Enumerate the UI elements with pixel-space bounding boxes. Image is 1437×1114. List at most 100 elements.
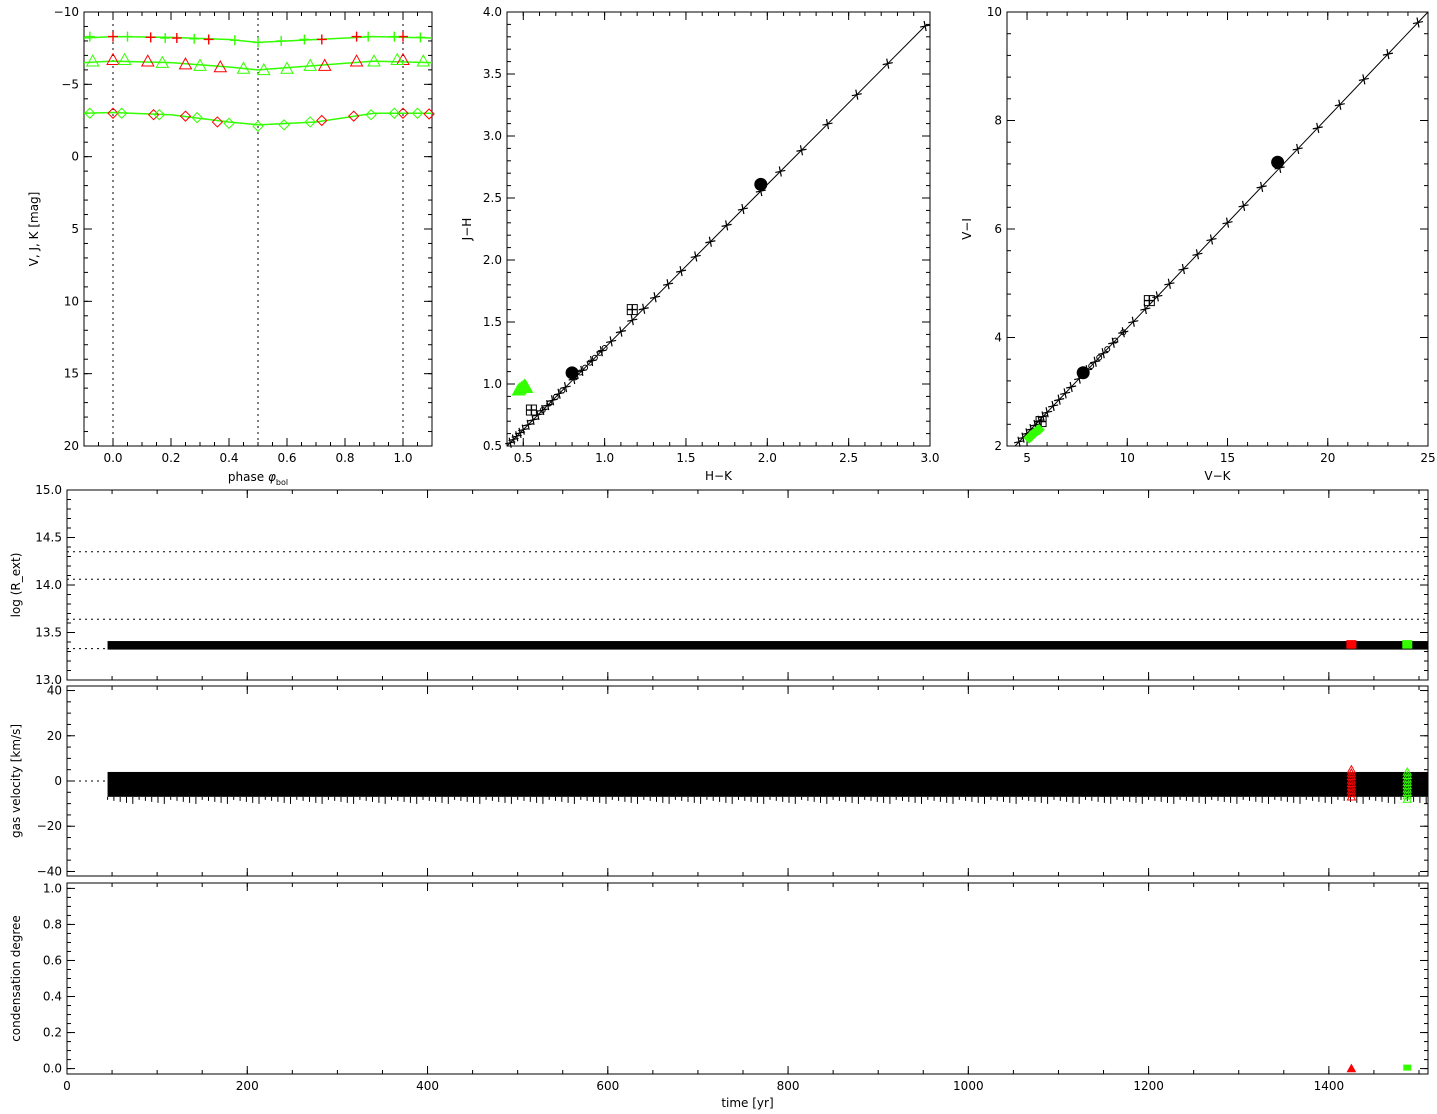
small-circle-point [1112, 337, 1119, 344]
model-point [1334, 99, 1345, 110]
plot-frame [506, 11, 931, 447]
square-marker-cross [526, 405, 537, 416]
data-point-K [276, 35, 287, 46]
data-point-V [347, 110, 360, 122]
y-tick-label: 5 [71, 222, 79, 236]
data-point-K [108, 31, 118, 42]
y-axis-label: V−I [960, 218, 974, 240]
model-point [1178, 263, 1189, 275]
y-axis-label: log (R_ext) [9, 553, 23, 618]
y-tick-label: 0 [54, 774, 62, 788]
data-point-V [278, 119, 290, 131]
y-tick-label: 1.5 [483, 315, 502, 329]
y-tick-label: −40 [37, 864, 62, 878]
vi-vs-vk-panel: 5 10 15 20 25 2 4 6 8 10 V−K V−I [960, 5, 1436, 483]
x-tick-label: 600 [596, 1079, 619, 1093]
y-tick-label: 20 [64, 439, 79, 453]
data-point-J [140, 54, 155, 67]
data-point-J [213, 59, 228, 73]
series-V [83, 107, 435, 132]
model-point [775, 166, 786, 177]
condensation-degree-panel: 0 200 400 600 800 1000 1200 1400 0.0 0.2 0.4 0.6 0.8… [9, 881, 1429, 1110]
y-tick-label: 40 [47, 684, 62, 698]
model-point [1041, 407, 1053, 418]
model-point [518, 424, 529, 435]
data-point-J [106, 52, 120, 66]
data-point-V [179, 110, 192, 122]
y-tick-label: 0.6 [43, 953, 62, 967]
y-tick-label: 2 [994, 439, 1002, 453]
model-point [882, 58, 893, 69]
data-point-V [316, 114, 328, 127]
model-point [1054, 394, 1065, 405]
x-tick-label: 1000 [953, 1079, 984, 1093]
data-point-V [115, 107, 128, 119]
plot-frame [1006, 11, 1429, 447]
model-point [705, 236, 716, 247]
data-point-J [117, 52, 132, 66]
y-tick-label: 0 [71, 150, 79, 164]
y-tick-label: 6 [994, 222, 1002, 236]
data-point-K [389, 31, 400, 42]
data-point-J [303, 58, 318, 71]
y-tick-label: 4.0 [483, 5, 502, 19]
y-tick-label: 1.0 [43, 881, 62, 895]
model-point [851, 89, 862, 100]
model-point [1238, 200, 1249, 211]
small-circle-point [539, 407, 546, 414]
y-axis-label: gas velocity [km/s] [9, 724, 23, 838]
model-point [1128, 316, 1139, 327]
y-tick-label: 4 [994, 331, 1002, 345]
model-point [1060, 388, 1071, 399]
y-tick-label: 0.2 [43, 1026, 62, 1040]
data-point-V [191, 111, 203, 124]
data-point-V [211, 116, 224, 128]
y-tick-label: −5 [61, 77, 79, 91]
x-tick-label: 400 [416, 1079, 439, 1093]
small-circle-point [586, 359, 593, 366]
model-point [615, 326, 627, 337]
green-data-point [1403, 1064, 1412, 1071]
red-data-points [1346, 640, 1357, 649]
square-marker-cross [627, 304, 638, 315]
red-data-point [1346, 1063, 1357, 1073]
data-point-J [416, 54, 431, 67]
model-point [920, 20, 931, 32]
model-point [1382, 49, 1394, 60]
small-circle-point [1120, 329, 1127, 336]
model-point [1090, 356, 1101, 367]
data-point-V [411, 107, 424, 119]
model-point [796, 145, 807, 156]
x-tick-label: 0.6 [277, 451, 296, 465]
y-tick-label: 0.4 [43, 990, 62, 1004]
data-point-J [236, 61, 251, 74]
log-r-ext-panel: 13.0 13.5 14.0 14.5 15.0 log (R_ext) [9, 483, 1429, 687]
y-axis-label: V, J, K [mag] [27, 192, 41, 267]
data-point-J [178, 57, 193, 70]
small-circle-point [582, 364, 589, 371]
model-point [675, 266, 687, 277]
model-point [737, 203, 749, 215]
x-tick-label: 0.8 [335, 451, 354, 465]
series-J [83, 52, 433, 76]
data-point-K [351, 31, 362, 42]
model-point [1206, 234, 1217, 245]
data-point-J [317, 58, 332, 71]
y-tick-label: 14.0 [35, 578, 62, 592]
y-tick-label: 10 [64, 294, 79, 308]
model-point [690, 251, 701, 262]
small-circle-point [601, 344, 608, 351]
y-axis-label: J−H [460, 218, 474, 242]
data-point-K [189, 33, 200, 44]
data-point-V [397, 107, 409, 119]
y-tick-label: 0.5 [483, 439, 502, 453]
x-tick-label: 1200 [1133, 1079, 1164, 1093]
x-tick-label: 0.5 [514, 451, 533, 465]
data-point-V [107, 107, 119, 119]
x-tick-label: 1.0 [595, 451, 614, 465]
y-tick-label: 14.5 [35, 531, 62, 545]
plot-frame [66, 489, 1429, 681]
model-point [537, 404, 548, 416]
model-point [1066, 381, 1077, 393]
